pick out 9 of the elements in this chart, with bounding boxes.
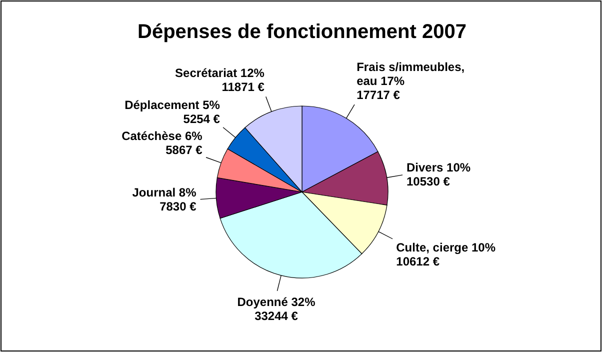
slice-label: Déplacement 5% 5254 € (124, 98, 220, 126)
slice-label: Doyenné 32% 33244 € (237, 294, 316, 323)
slice-label: Divers 10% 10530 € (406, 160, 471, 188)
slice-label: Journal 8% 7830 € (132, 186, 197, 214)
slice-label: Secrétariat 12% 11871 € (175, 66, 265, 94)
slice-label: Frais s/immeubles, eau 17% 17717 € (356, 60, 465, 102)
slice-label: Culte, cierge 10% 10612 € (396, 240, 496, 269)
slice-label: Catéchèse 6% 5867 € (122, 129, 203, 158)
chart-title: Dépenses de fonctionnement 2007 (138, 21, 466, 43)
